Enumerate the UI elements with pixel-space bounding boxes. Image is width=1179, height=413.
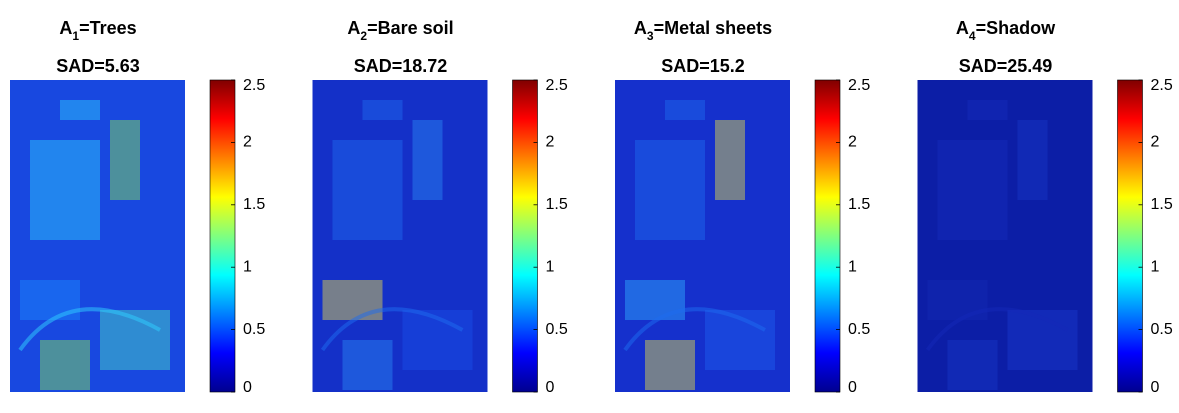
colorbar-tick-label: 2 bbox=[848, 134, 857, 151]
colorbar-tick-label: 2.5 bbox=[848, 77, 870, 94]
colorbar-tick-label: 1.5 bbox=[546, 196, 568, 213]
title-name: =Metal sheets bbox=[654, 18, 773, 38]
map-region bbox=[362, 100, 403, 120]
panel: A3=Metal sheets SAD=15.2 0 0.5 1 1.5 2 2.5 bbox=[615, 18, 870, 396]
map-road bbox=[320, 307, 464, 352]
title-symbol: A bbox=[956, 18, 969, 38]
abundance-map bbox=[615, 80, 790, 392]
title-name: =Trees bbox=[79, 18, 137, 38]
colorbar bbox=[512, 79, 538, 393]
colorbar-tick-label: 2 bbox=[1151, 134, 1160, 151]
title-name: =Shadow bbox=[976, 18, 1057, 38]
map-region bbox=[332, 140, 403, 240]
colorbar-tick-label: 0.5 bbox=[848, 321, 870, 338]
map-region bbox=[635, 140, 705, 240]
panel-subtitle: SAD=5.63 bbox=[56, 56, 140, 76]
colorbar bbox=[814, 79, 841, 393]
panel: A4=Shadow SAD=25.49 0 0.5 1 1.5 2 2.5 bbox=[917, 18, 1173, 396]
map-region bbox=[947, 340, 998, 390]
map-region bbox=[110, 120, 140, 200]
colorbar-tick-label: 0 bbox=[546, 379, 555, 396]
colorbar-tick-label: 0 bbox=[1151, 379, 1160, 396]
title-subscript: 1 bbox=[72, 29, 79, 43]
title-subscript: 2 bbox=[360, 29, 367, 43]
abundance-map bbox=[10, 80, 185, 392]
panel-title: A4=Shadow bbox=[956, 18, 1056, 43]
map-region bbox=[967, 100, 1008, 120]
colorbar-tick-label: 2 bbox=[546, 134, 555, 151]
colorbar-tick-label: 2 bbox=[243, 134, 252, 151]
map-region bbox=[342, 340, 393, 390]
colorbar-tick-label: 2.5 bbox=[1151, 77, 1173, 94]
title-subscript: 4 bbox=[969, 29, 976, 43]
panel-title: A3=Metal sheets bbox=[634, 18, 772, 43]
colorbar-tick-label: 0.5 bbox=[243, 321, 265, 338]
map-region bbox=[60, 100, 100, 120]
colorbar bbox=[209, 79, 236, 393]
colorbar-tick-label: 1 bbox=[1151, 258, 1160, 275]
colorbar-tick-label: 0 bbox=[848, 379, 857, 396]
title-subscript: 3 bbox=[647, 29, 654, 43]
map-region bbox=[625, 280, 685, 320]
map-region bbox=[412, 120, 443, 200]
colorbar-tick-label: 1.5 bbox=[243, 196, 265, 213]
colorbar-tick-label: 1 bbox=[848, 258, 857, 275]
panel-subtitle: SAD=18.72 bbox=[354, 56, 448, 76]
colorbar-tick-label: 0.5 bbox=[546, 321, 568, 338]
map-region bbox=[40, 340, 90, 390]
map-region bbox=[665, 100, 705, 120]
colorbar-tick-label: 2.5 bbox=[243, 77, 265, 94]
map-road bbox=[623, 307, 766, 352]
title-symbol: A bbox=[634, 18, 647, 38]
map-region bbox=[927, 280, 988, 320]
map-region bbox=[20, 280, 80, 320]
panel-title: A1=Trees bbox=[59, 18, 136, 43]
title-symbol: A bbox=[347, 18, 360, 38]
colorbar-tick-label: 1.5 bbox=[848, 196, 870, 213]
map-region bbox=[322, 280, 383, 320]
colorbar-tick-label: 0.5 bbox=[1151, 321, 1173, 338]
panel-subtitle: SAD=25.49 bbox=[959, 56, 1053, 76]
colorbar-tick-label: 1 bbox=[243, 258, 252, 275]
colorbar-tick-label: 2.5 bbox=[546, 77, 568, 94]
colorbar bbox=[1117, 79, 1143, 393]
panel-title: A2=Bare soil bbox=[347, 18, 453, 43]
map-region bbox=[645, 340, 695, 390]
abundance-map bbox=[312, 80, 488, 392]
map-region bbox=[715, 120, 745, 200]
colorbar-tick-label: 1 bbox=[546, 258, 555, 275]
colorbar-tick-label: 1.5 bbox=[1151, 196, 1173, 213]
panel-subtitle: SAD=15.2 bbox=[661, 56, 745, 76]
map-region bbox=[937, 140, 1008, 240]
map-region bbox=[30, 140, 100, 240]
map-road bbox=[18, 307, 161, 352]
colorbar-tick-label: 0 bbox=[243, 379, 252, 396]
title-name: =Bare soil bbox=[367, 18, 454, 38]
map-region bbox=[1017, 120, 1048, 200]
title-symbol: A bbox=[59, 18, 72, 38]
map-road bbox=[925, 307, 1069, 352]
